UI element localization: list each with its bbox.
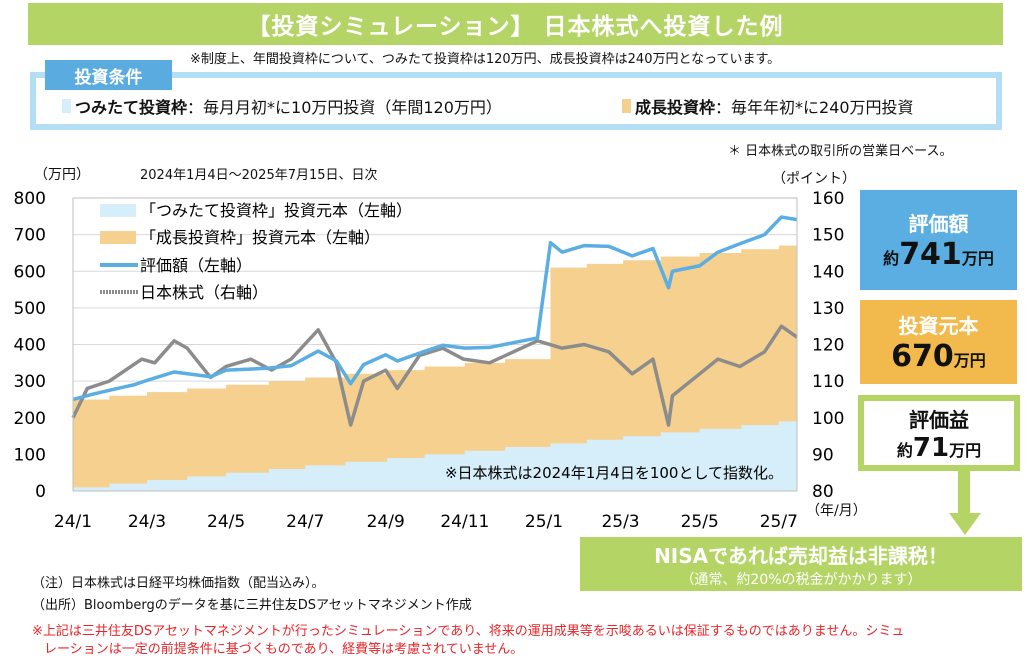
conditions-label: 投資条件 (45, 60, 172, 90)
left-tick-label: 800 (14, 189, 46, 209)
title-banner: 【投資シミュレーション】 日本株式へ投資した例 (28, 3, 1003, 45)
index-annotation: ※日本株式は2024年1月4日を100として指数化。 (445, 464, 783, 482)
x-tick-label: 25/7 (760, 512, 798, 532)
tsumitate-desc: ：毎月月初*に10万円投資（年間120万円） (187, 98, 502, 117)
legend-swatch-tsumitate (100, 204, 136, 217)
footnote-note: （注）日本株式は日経平均株価指数（配当込み）。 (32, 576, 325, 591)
left-tick-label: 700 (14, 226, 46, 246)
legend-label: 「成長投資枠」投資元本（左軸） (140, 228, 380, 247)
right-tick-label: 90 (812, 445, 834, 465)
right-tick-label: 130 (812, 299, 844, 319)
legend-label: 日本株式（右軸） (140, 283, 268, 302)
nisa-banner: NISAであれば売却益は非課税！ （通常、約20%の税金がかかります） (580, 537, 1022, 591)
period-label: 2024年1月4日～2025年7月15日、日次 (140, 168, 378, 183)
business-day-note: ＊ 日本株式の取引所の営業日ベース。 (728, 144, 953, 159)
left-axis-unit: （万円） (34, 167, 90, 183)
japan-equity-line (71, 324, 799, 427)
tsumitate-swatch-icon (62, 99, 71, 113)
disclaimer-line1: ※上記は三井住友DSアセットマネジメントが行ったシミュレーションであり、将来の運… (32, 624, 905, 639)
left-tick-label: 200 (14, 409, 46, 429)
tsumitate-principal-area (73, 421, 797, 491)
left-tick-label: 0 (35, 482, 46, 502)
right-tick-label: 80 (812, 482, 834, 502)
right-tick-label: 160 (812, 189, 844, 209)
legend-label: 「つみたて投資枠」投資元本（左軸） (140, 201, 412, 220)
gain-summary-box: 評価益 約71万円 (858, 395, 1020, 471)
valuation-line (72, 215, 798, 402)
left-tick-label: 100 (14, 445, 46, 465)
growth-swatch-icon (622, 99, 631, 113)
x-tick-label: 25/1 (525, 512, 563, 532)
tsumitate-name: つみたて投資枠 (75, 98, 188, 117)
cost-unit: 万円 (953, 351, 986, 370)
left-tick-label: 600 (14, 262, 46, 282)
condition-growth: 成長投資枠 ：毎年年初*に240万円投資 (622, 94, 914, 118)
value-prefix: 約 (883, 249, 900, 268)
right-tick-label: 110 (812, 372, 844, 392)
x-axis-unit: （年/月） (806, 503, 867, 519)
growth-principal-area (73, 245, 797, 491)
left-tick-label: 300 (14, 372, 46, 392)
plot-frame (72, 197, 798, 492)
value-number: 741 (899, 237, 962, 272)
growth-name: 成長投資枠 (635, 98, 716, 117)
right-tick-label: 120 (812, 336, 844, 356)
cost-number: 670 (891, 339, 954, 374)
value-summary-box: 評価額 約741万円 (860, 190, 1017, 290)
disclaimer-line2: レーションは一定の前提条件に基づくものであり、経費等は考慮されていません。 (44, 642, 524, 657)
x-tick-label: 24/11 (440, 512, 489, 532)
conditions-box (30, 72, 1002, 130)
x-tick-label: 24/3 (128, 512, 166, 532)
limit-note: ※制度上、年間投資枠について、つみたて投資枠は120万円、成長投資枠は240万円… (190, 52, 781, 67)
left-tick-label: 500 (14, 299, 46, 319)
cost-summary-box: 投資元本 670万円 (860, 300, 1017, 384)
gain-prefix: 約 (896, 440, 913, 460)
legend-swatch-growth (100, 231, 136, 244)
gain-unit: 万円 (949, 440, 982, 460)
x-tick-label: 25/3 (601, 512, 639, 532)
right-tick-label: 100 (812, 409, 844, 429)
right-tick-label: 150 (812, 226, 844, 246)
x-tick-label: 24/5 (207, 512, 245, 532)
footnote-source: （出所）Bloombergのデータを基に三井住友DSアセットマネジメント作成 (32, 598, 472, 613)
x-tick-label: 24/1 (54, 512, 92, 532)
legend-label: 評価額（左軸） (140, 256, 252, 275)
gain-number: 71 (912, 432, 950, 463)
right-axis-unit: （ポイント） (772, 171, 856, 187)
value-unit: 万円 (961, 249, 994, 268)
left-tick-label: 400 (14, 336, 46, 356)
value-label: 評価額 (908, 212, 969, 236)
x-tick-label: 24/9 (367, 512, 405, 532)
right-tick-label: 140 (812, 262, 844, 282)
growth-desc: ：毎年年初*に240万円投資 (715, 98, 914, 117)
arrow-down-icon (949, 471, 981, 535)
condition-tsumitate: つみたて投資枠 ：毎月月初*に10万円投資（年間120万円） (62, 94, 502, 118)
nisa-title: NISAであれば売却益は非課税！ (654, 544, 948, 568)
cost-label: 投資元本 (898, 314, 979, 338)
x-tick-label: 24/7 (286, 512, 324, 532)
gain-label: 評価益 (909, 407, 969, 432)
nisa-subtitle: （通常、約20%の税金がかかります） (680, 572, 922, 588)
x-tick-label: 25/5 (681, 512, 719, 532)
